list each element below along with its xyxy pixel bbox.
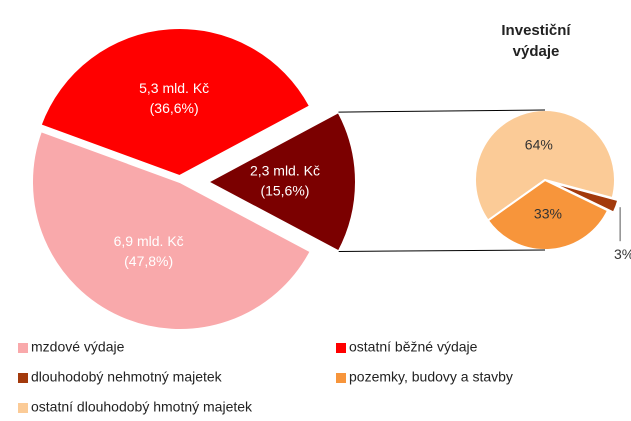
legend-swatch (18, 403, 28, 413)
legend-swatch (18, 343, 28, 353)
data-label: 3% (614, 246, 631, 262)
data-label: (15,6%) (260, 183, 309, 199)
legend-label: dlouhodobý nehmotný majetek (31, 369, 223, 385)
chart-title: Investiční výdaje (501, 22, 571, 60)
pie-slice (205, 110, 357, 253)
amount-label: 6,9 mld. Kč (114, 233, 184, 249)
legend-label: ostatní dlouhodobý hmotný majetek (31, 399, 253, 415)
pie-slice (486, 178, 610, 251)
connector-line (338, 249, 546, 252)
legend-label: mzdové výdaje (31, 339, 125, 355)
legend-swatch (336, 343, 346, 353)
data-label: 33% (534, 206, 562, 222)
pie-slice (39, 27, 312, 178)
amount-label: 2,3 mld. Kč (250, 163, 320, 179)
pie-slice (550, 181, 620, 214)
data-label: (47,8%) (124, 253, 173, 269)
pie-slice (31, 129, 313, 331)
pie-slice (474, 109, 616, 222)
legend-label: pozemky, budovy a stavby (349, 369, 513, 385)
data-label: (36,6%) (150, 100, 199, 116)
connector-line (338, 109, 546, 113)
legend-swatch (336, 373, 346, 383)
data-label: 64% (525, 136, 553, 152)
legend-label: ostatní běžné výdaje (349, 339, 478, 355)
amount-label: 5,3 mld. Kč (139, 80, 209, 96)
legend-swatch (18, 373, 28, 383)
